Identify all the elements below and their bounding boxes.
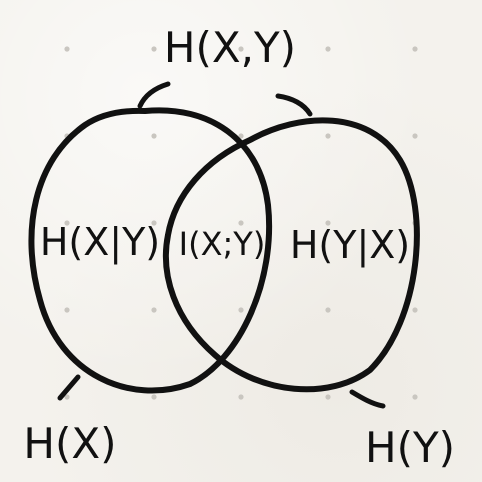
grid-dot — [64, 46, 70, 52]
pointer-h-x — [57, 374, 81, 401]
label-h-y-given-x: H(Y|X) — [290, 223, 410, 268]
pointer-joint-left — [137, 81, 171, 109]
grid-dot — [238, 220, 244, 226]
circle-h-x — [28, 107, 273, 394]
pointer-h-y — [349, 389, 386, 409]
grid-dot — [151, 394, 157, 400]
label-h-y: H(Y) — [365, 423, 455, 472]
grid-dot — [412, 46, 418, 52]
grid-dot — [325, 133, 331, 139]
grid-dot — [238, 307, 244, 313]
grid-dot — [64, 220, 70, 226]
grid-dot — [325, 307, 331, 313]
grid-dot — [325, 394, 331, 400]
grid-dot — [238, 394, 244, 400]
grid-dot — [412, 307, 418, 313]
label-h-x: H(X) — [23, 419, 116, 468]
grid-dot — [325, 46, 331, 52]
grid-dot — [412, 133, 418, 139]
grid-dot — [238, 133, 244, 139]
grid-dot — [64, 394, 70, 400]
grid-dot — [151, 307, 157, 313]
grid-dot — [64, 307, 70, 313]
label-mutual-information: I(X;Y) — [179, 225, 266, 263]
grid-dot — [151, 133, 157, 139]
circle-h-y — [162, 117, 420, 393]
label-h-x-given-y: H(X|Y) — [40, 220, 160, 265]
grid-dot — [151, 220, 157, 226]
grid-dot — [238, 46, 244, 52]
grid-dot — [151, 46, 157, 52]
grid-dot — [412, 394, 418, 400]
pointer-joint-right — [275, 93, 313, 117]
grid-dot — [325, 220, 331, 226]
label-joint-entropy: H(X,Y) — [164, 23, 296, 72]
